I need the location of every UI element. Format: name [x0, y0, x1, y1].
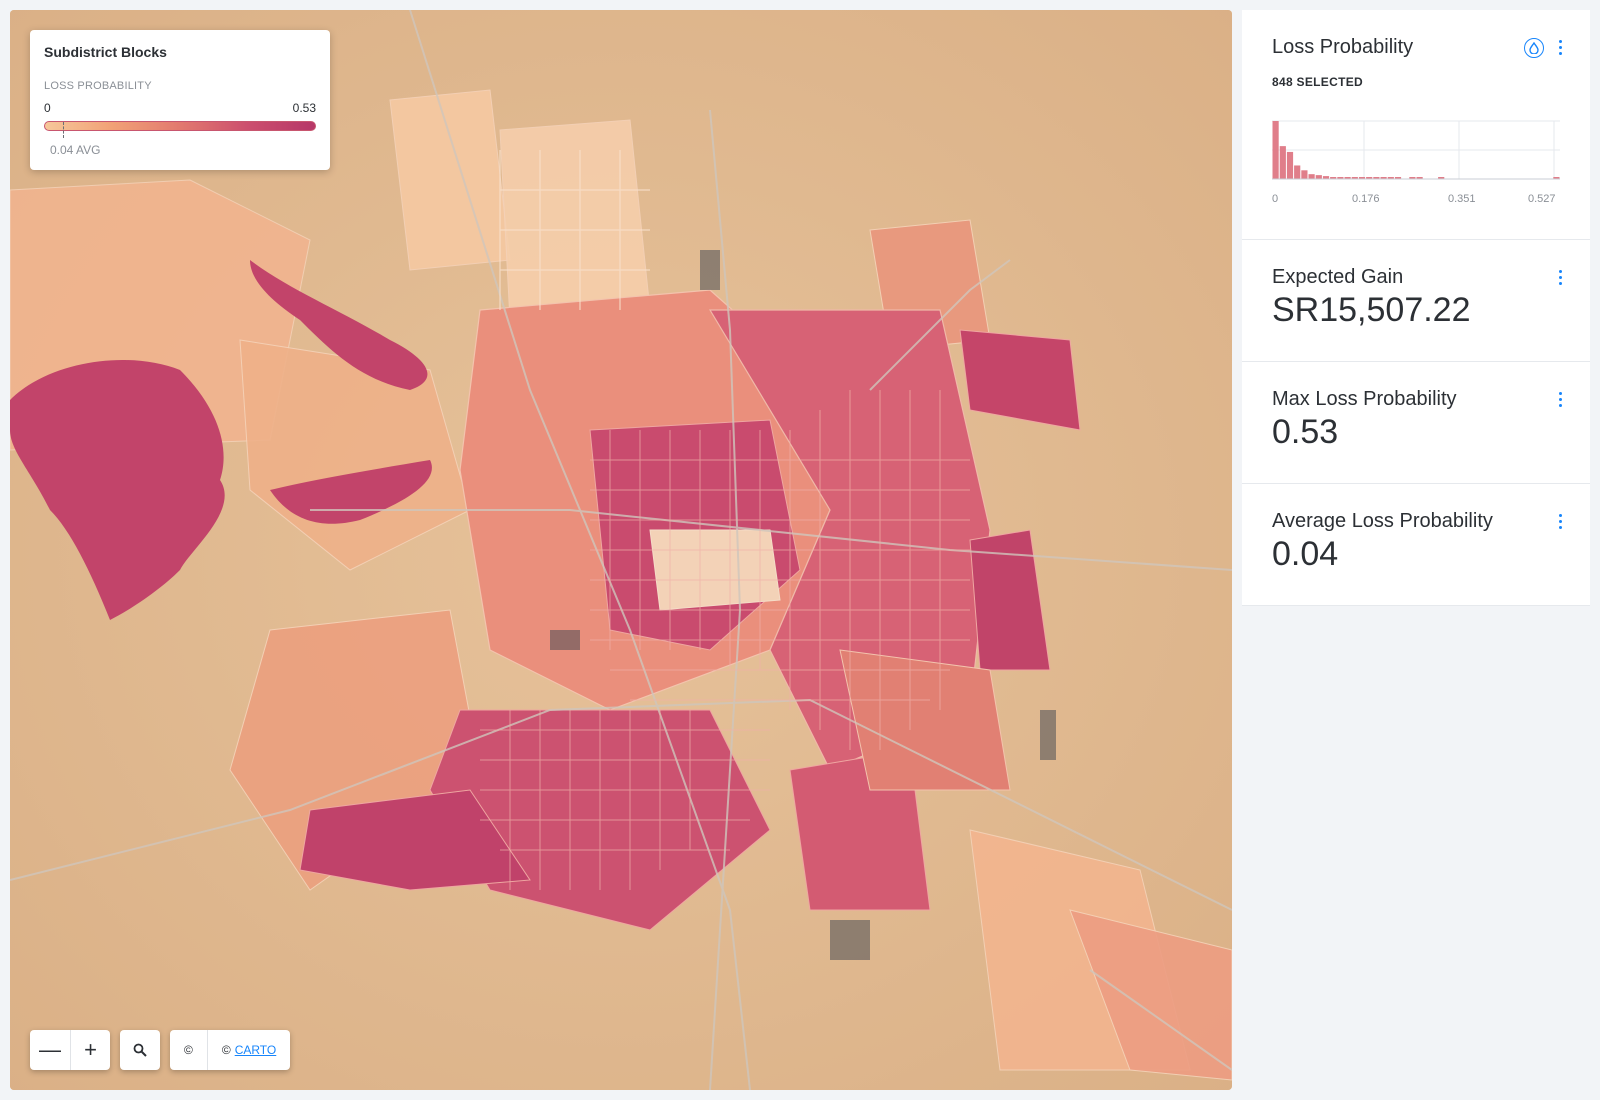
legend-avg: 0.04 AVG [50, 143, 101, 157]
carto-prefix: © [221, 1043, 231, 1057]
hist-bar[interactable] [1286, 151, 1294, 179]
widget-menu-icon[interactable] [1559, 392, 1562, 410]
histogram-axis: 0 0.176 0.351 0.527 [1272, 193, 1560, 209]
hist-bar[interactable] [1315, 175, 1322, 179]
hist-bar[interactable] [1416, 177, 1423, 179]
max-loss-value: 0.53 [1272, 413, 1339, 451]
hist-bar[interactable] [1387, 177, 1394, 179]
legend-max: 0.53 [292, 101, 316, 115]
search-control [120, 1030, 160, 1070]
legend-color-ramp [44, 121, 316, 138]
hist-bar[interactable] [1308, 174, 1315, 179]
hist-bar[interactable] [1322, 176, 1330, 179]
legend-range: 0 0.53 [44, 101, 316, 115]
search-icon [133, 1043, 147, 1057]
map-controls: — + © © CARTO [30, 1030, 291, 1070]
widget-menu-icon[interactable] [1559, 514, 1562, 532]
avg-loss-title: Average Loss Probability [1272, 510, 1493, 532]
widgets-panel: Loss Probability 848 SELECTED 0 0.176 0.… [1242, 10, 1590, 606]
legend-title: Subdistrict Blocks [44, 44, 167, 60]
avg-loss-value: 0.04 [1272, 535, 1339, 573]
zoom-controls: — + [30, 1030, 110, 1070]
hist-bar[interactable] [1351, 177, 1358, 179]
hist-bar[interactable] [1337, 177, 1344, 179]
copyright-toggle[interactable]: © [184, 1043, 193, 1057]
expected-gain-widget: Expected Gain SR15,507.22 [1242, 240, 1590, 362]
hist-tick-0: 0 [1272, 193, 1279, 205]
max-loss-title: Max Loss Probability [1272, 388, 1457, 410]
legend-subtitle: LOSS PROBABILITY [44, 80, 152, 92]
hist-bar[interactable] [1279, 146, 1286, 179]
hist-bar[interactable] [1366, 177, 1373, 179]
hist-bar[interactable] [1394, 177, 1402, 179]
hist-bar[interactable] [1553, 177, 1560, 179]
hist-bar[interactable] [1409, 177, 1416, 179]
hist-tick-1: 0.176 [1352, 193, 1380, 205]
legend-min: 0 [44, 101, 51, 115]
carto-attribution: © CARTO [206, 1030, 290, 1070]
attribution: © © CARTO [170, 1030, 291, 1070]
expected-gain-value: SR15,507.22 [1272, 291, 1471, 329]
map-canvas[interactable]: Subdistrict Blocks LOSS PROBABILITY 0 0.… [10, 10, 1232, 1090]
hist-bar[interactable] [1330, 177, 1337, 179]
carto-link[interactable]: CARTO [234, 1043, 277, 1057]
widget-menu-icon[interactable] [1559, 40, 1562, 58]
hist-bar[interactable] [1380, 177, 1387, 179]
widget-menu-icon[interactable] [1559, 270, 1562, 288]
search-button[interactable] [120, 1030, 160, 1070]
hist-tick-3: 0.527 [1528, 193, 1556, 205]
hist-bar[interactable] [1301, 170, 1308, 179]
hist-bar[interactable] [1344, 177, 1351, 179]
hist-bar[interactable] [1373, 177, 1380, 179]
loss-probability-title: Loss Probability [1272, 36, 1414, 58]
hist-bar[interactable] [1438, 177, 1445, 179]
zoom-out-button[interactable]: — [39, 1037, 61, 1062]
hist-bar[interactable] [1294, 165, 1301, 179]
loss-probability-widget: Loss Probability 848 SELECTED 0 0.176 0.… [1242, 10, 1590, 240]
avg-loss-widget: Average Loss Probability 0.04 [1242, 484, 1590, 606]
expected-gain-title: Expected Gain [1272, 266, 1404, 288]
selected-count: 848 SELECTED [1272, 75, 1363, 89]
map-legend: Subdistrict Blocks LOSS PROBABILITY 0 0.… [30, 30, 330, 170]
zoom-in-button[interactable]: + [70, 1030, 110, 1070]
hist-bar[interactable] [1272, 121, 1279, 179]
loss-probability-histogram[interactable] [1272, 119, 1560, 189]
droplet-icon[interactable] [1524, 38, 1544, 58]
max-loss-widget: Max Loss Probability 0.53 [1242, 362, 1590, 484]
map-basemap [10, 10, 1232, 1090]
hist-tick-2: 0.351 [1448, 193, 1476, 205]
legend-avg-marker [63, 122, 64, 138]
hist-bar[interactable] [1358, 177, 1366, 179]
